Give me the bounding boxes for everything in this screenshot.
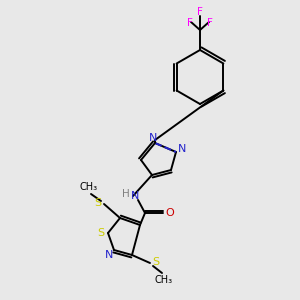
- Text: S: S: [98, 228, 105, 238]
- Text: F: F: [197, 7, 203, 17]
- Text: S: S: [94, 198, 102, 208]
- Text: N: N: [149, 133, 157, 143]
- Text: CH₃: CH₃: [80, 182, 98, 192]
- Text: CH₃: CH₃: [155, 275, 173, 285]
- Text: S: S: [152, 257, 160, 267]
- Text: N: N: [131, 191, 139, 201]
- Text: N: N: [178, 144, 186, 154]
- Text: F: F: [187, 18, 193, 28]
- Text: H: H: [122, 189, 130, 199]
- Text: N: N: [105, 250, 113, 260]
- Text: F: F: [207, 18, 213, 28]
- Text: O: O: [166, 208, 174, 218]
